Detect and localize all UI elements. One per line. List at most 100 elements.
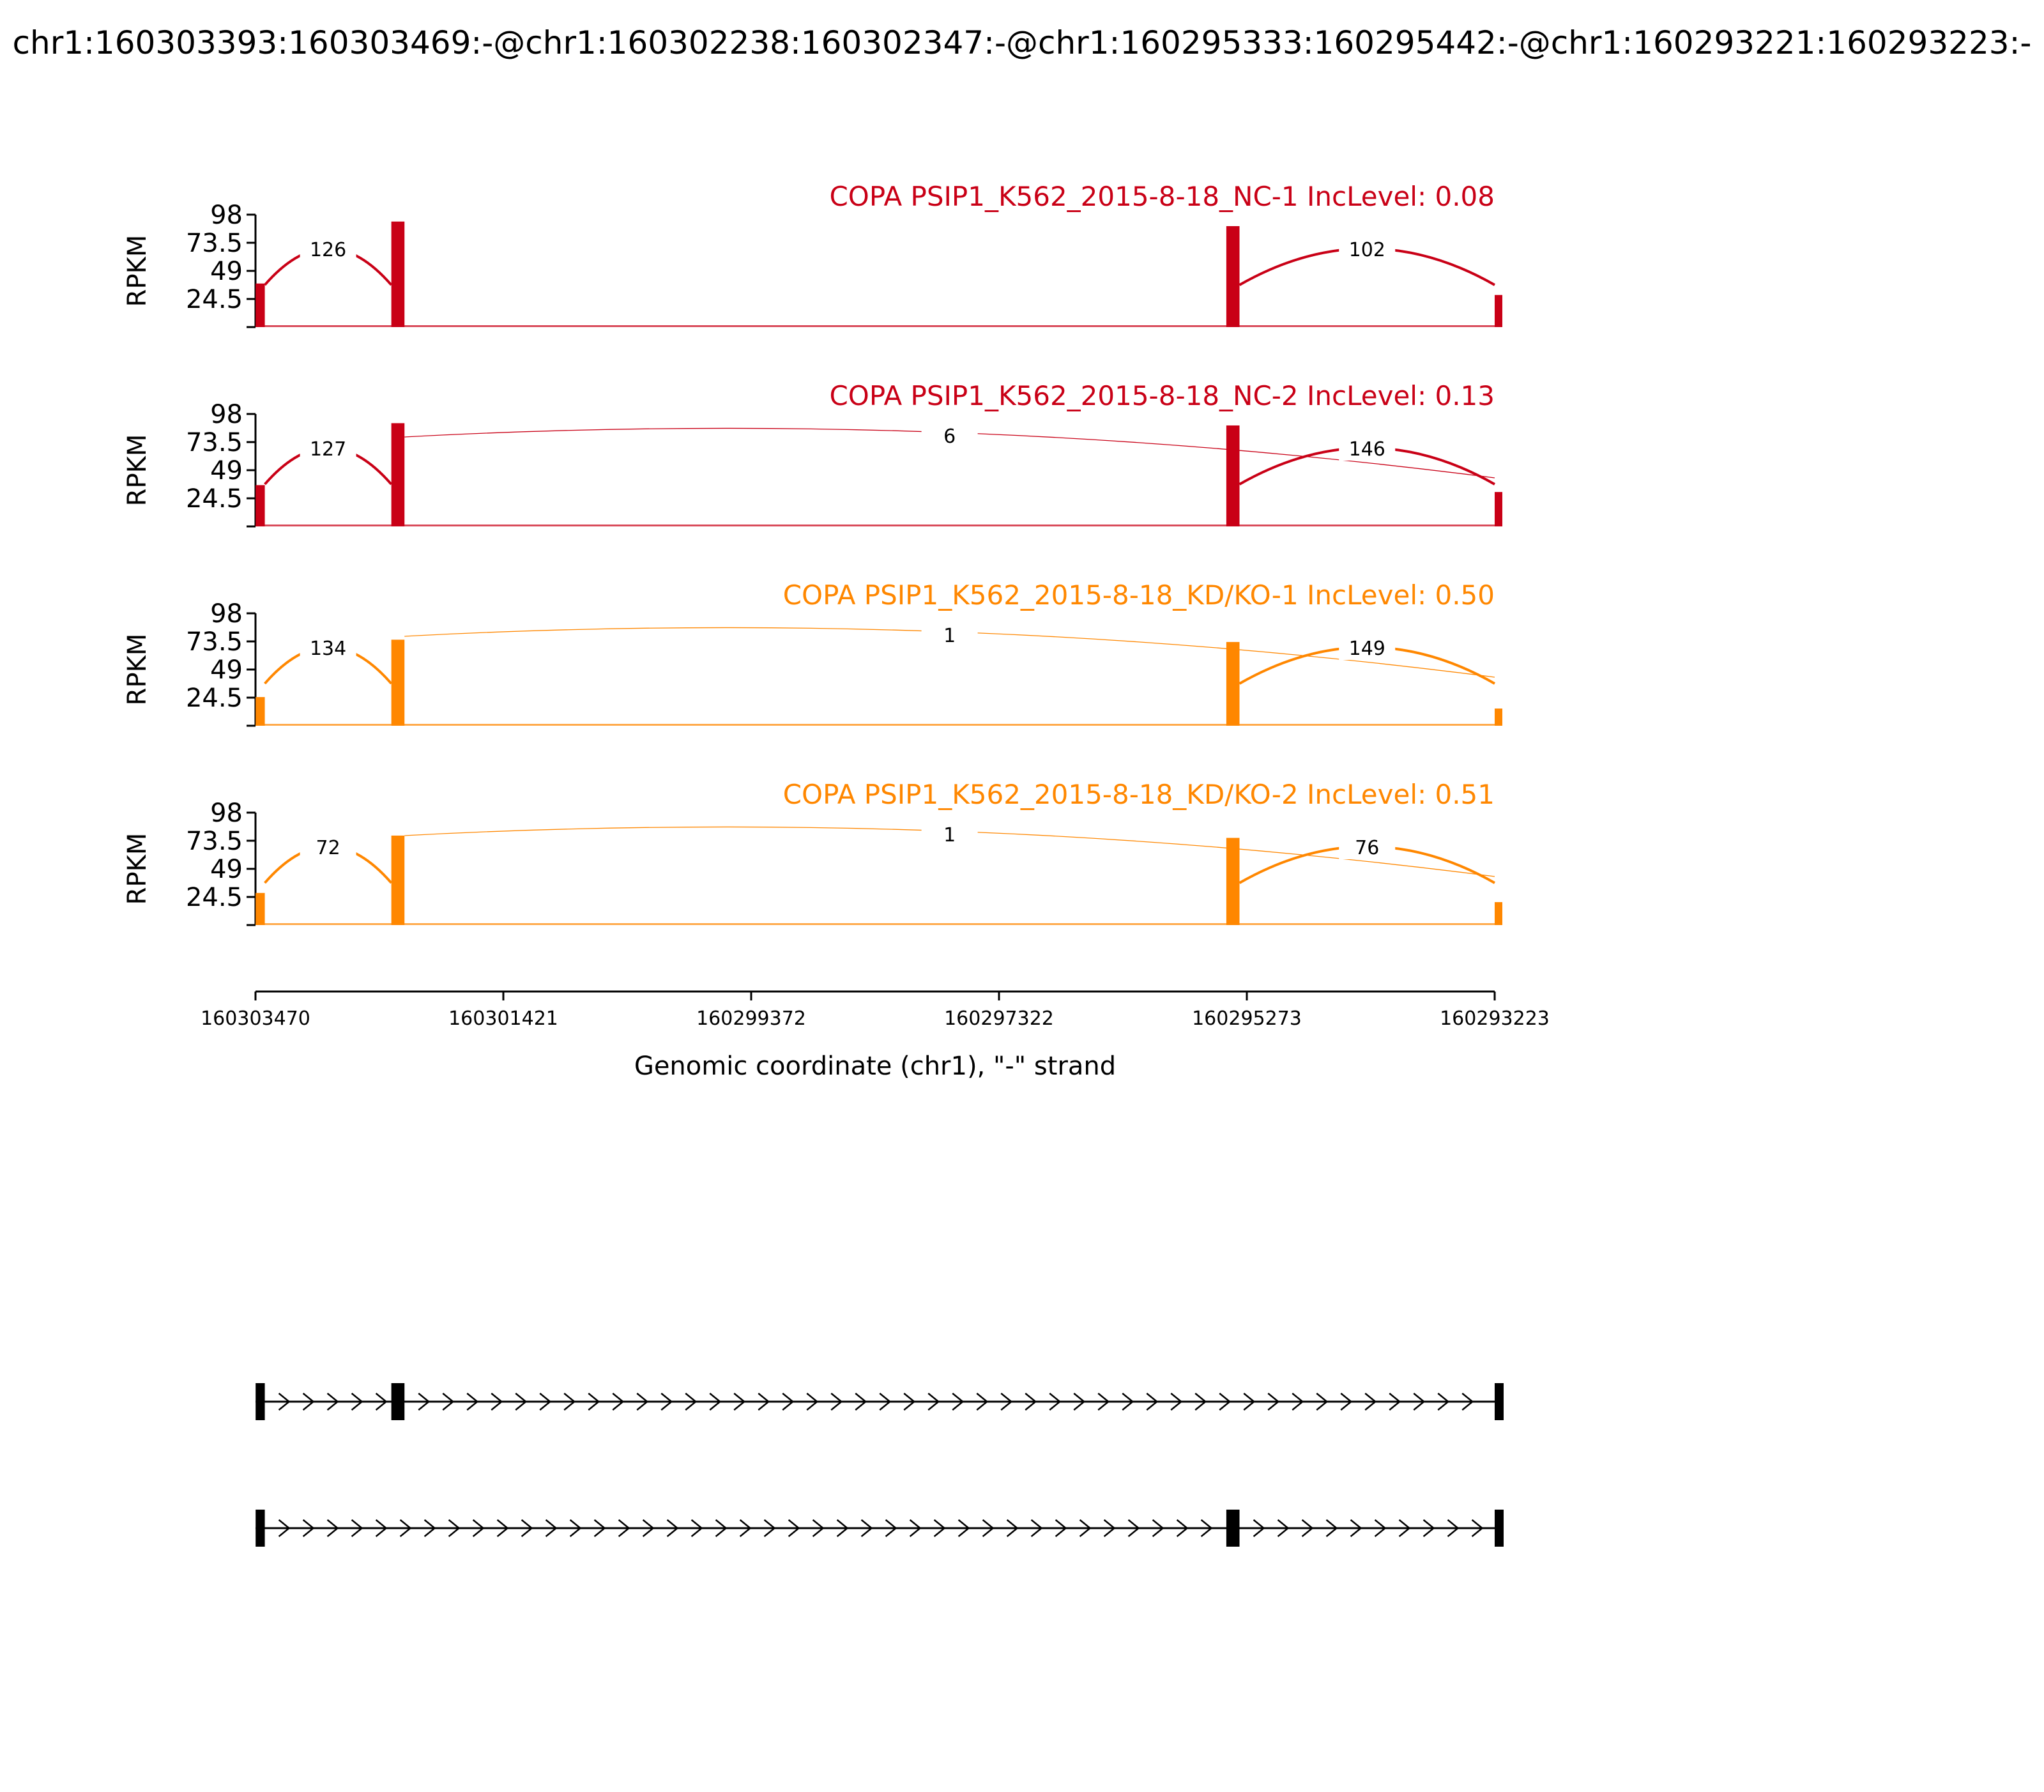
junction-label-bg xyxy=(921,825,978,846)
strand-arrow xyxy=(1292,1393,1304,1411)
strand-arrow xyxy=(1364,1393,1377,1411)
exon-coverage xyxy=(256,485,265,526)
strand-arrow xyxy=(496,1519,509,1537)
y-tick-label: 73.5 xyxy=(186,827,243,856)
x-tick-label: 160293223 xyxy=(1440,1007,1550,1030)
x-axis-label: Genomic coordinate (chr1), "-" strand xyxy=(634,1052,1116,1081)
strand-arrow xyxy=(326,1393,339,1411)
strand-arrow xyxy=(733,1393,746,1411)
junction-count-label: 72 xyxy=(316,837,340,859)
strand-arrow xyxy=(1340,1393,1353,1411)
x-axis: 160303470 160301421 160299372 160297322 1602… xyxy=(201,990,1550,1081)
strand-arrow xyxy=(278,1519,291,1537)
strand-arrow xyxy=(1073,1393,1086,1411)
exon-coverage xyxy=(391,423,405,526)
strand-arrow xyxy=(1049,1393,1062,1411)
strand-arrow xyxy=(812,1519,825,1537)
strand-arrow xyxy=(933,1519,946,1537)
strand-arrow xyxy=(423,1519,436,1537)
y-tick-label: 73.5 xyxy=(186,229,243,258)
y-tick-label: 49 xyxy=(210,257,243,286)
strand-arrow xyxy=(1398,1519,1411,1537)
exon-coverage xyxy=(1495,492,1502,526)
junction-label-bg xyxy=(1339,638,1396,660)
y-tick-label: 98 xyxy=(210,599,243,629)
coverage-baseline xyxy=(256,724,1495,726)
exon-block xyxy=(256,1383,265,1420)
strand-arrow xyxy=(715,1519,728,1537)
y-tick-label: 49 xyxy=(210,456,243,486)
exon-block xyxy=(1495,1383,1504,1420)
strand-arrow xyxy=(1471,1519,1484,1537)
strand-arrow xyxy=(1122,1393,1134,1411)
junction-label-bg xyxy=(921,625,978,647)
exon-block xyxy=(1226,1510,1240,1547)
strand-arrow xyxy=(1000,1393,1013,1411)
panel-title: COPA PSIP1_K562_2015-8-18_KD/KO-1 IncLev… xyxy=(783,579,1495,611)
y-tick-label: 24.5 xyxy=(186,484,243,514)
strand-arrow xyxy=(642,1519,655,1537)
strand-arrow xyxy=(758,1393,770,1411)
x-tick-label: 160295273 xyxy=(1192,1007,1302,1030)
strand-arrow xyxy=(666,1519,679,1537)
strand-arrow xyxy=(1350,1519,1362,1537)
exon-coverage xyxy=(256,697,265,726)
exon-block xyxy=(1495,1510,1504,1547)
y-tick-label: 24.5 xyxy=(186,883,243,912)
exon-coverage xyxy=(256,283,265,327)
junction-label-bg xyxy=(1339,838,1396,859)
junction-count-label: 134 xyxy=(310,638,346,660)
strand-arrow xyxy=(952,1393,965,1411)
exon-coverage xyxy=(1495,295,1502,327)
strand-arrow xyxy=(709,1393,722,1411)
strand-arrow xyxy=(860,1519,873,1537)
strand-arrow xyxy=(1079,1519,1092,1537)
strand-arrow xyxy=(1447,1519,1460,1537)
strand-arrow xyxy=(1170,1393,1183,1411)
coverage-baseline xyxy=(256,325,1495,327)
y-tick-label: 49 xyxy=(210,655,243,685)
strand-arrow xyxy=(399,1519,412,1537)
strand-arrow xyxy=(1301,1519,1314,1537)
strand-arrow xyxy=(763,1519,776,1537)
strand-arrow xyxy=(1325,1519,1338,1537)
strand-arrow xyxy=(569,1519,582,1537)
strand-arrow xyxy=(1253,1519,1265,1537)
strand-arrow xyxy=(588,1393,600,1411)
strand-arrow xyxy=(957,1519,970,1537)
y-tick-label: 49 xyxy=(210,855,243,884)
strand-arrow xyxy=(326,1519,339,1537)
strand-arrow xyxy=(1267,1393,1280,1411)
strand-arrow xyxy=(660,1393,673,1411)
strand-arrow xyxy=(563,1393,576,1411)
junction-count-label: 1 xyxy=(943,824,956,846)
y-tick-label: 98 xyxy=(210,201,243,230)
junction-label-bg xyxy=(300,439,356,461)
strand-arrow xyxy=(1374,1519,1387,1537)
strand-arrow xyxy=(636,1393,649,1411)
junction-count-label: 146 xyxy=(1349,438,1385,461)
strand-arrow xyxy=(976,1393,989,1411)
strand-arrow xyxy=(351,1519,363,1537)
strand-arrow xyxy=(982,1519,995,1537)
y-tick-label: 73.5 xyxy=(186,627,243,657)
strand-arrow xyxy=(1146,1393,1159,1411)
exon-coverage xyxy=(256,892,265,925)
strand-arrow xyxy=(1097,1393,1110,1411)
strand-arrow xyxy=(466,1393,479,1411)
strand-arrow xyxy=(1176,1519,1189,1537)
strand-arrow xyxy=(618,1519,630,1537)
strand-arrow xyxy=(1030,1519,1043,1537)
strand-arrow xyxy=(1006,1519,1019,1537)
junction-label-bg xyxy=(1339,240,1396,261)
exon-coverage xyxy=(1226,641,1240,726)
strand-arrow xyxy=(1422,1519,1435,1537)
exon-coverage xyxy=(391,221,405,327)
strand-arrow xyxy=(278,1393,291,1411)
junction-label-bg xyxy=(300,638,356,660)
strand-arrow xyxy=(1316,1393,1329,1411)
